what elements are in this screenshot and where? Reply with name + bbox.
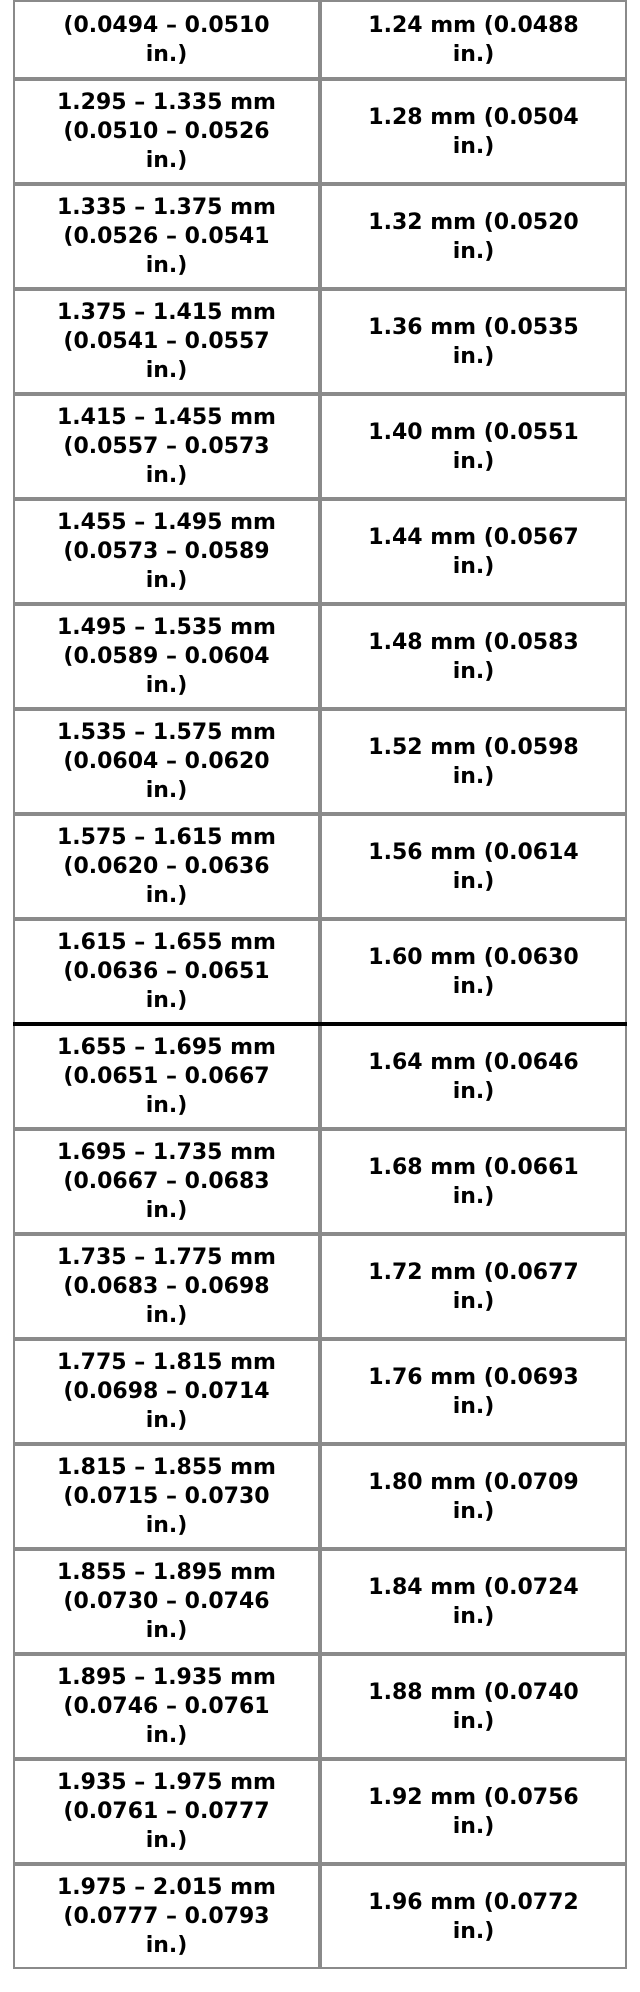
cell-text: 1.575 – 1.615 mm (0.0620 – 0.0636 in.) <box>56 825 276 908</box>
cell-text: 1.96 mm (0.0772 in.) <box>368 1889 579 1944</box>
table-cell: 1.72 mm (0.0677 in.) <box>320 1234 627 1339</box>
table-cell: 1.48 mm (0.0583 in.) <box>320 604 627 709</box>
cell-text: 1.28 mm (0.0504 in.) <box>368 104 579 159</box>
table-cell: 1.935 – 1.975 mm (0.0761 – 0.0777 in.) <box>13 1759 320 1864</box>
table-cell: 1.615 – 1.655 mm (0.0636 – 0.0651 in.) <box>13 919 320 1024</box>
cell-text: 1.655 – 1.695 mm (0.0651 – 0.0667 in.) <box>56 1035 276 1118</box>
table-cell: 1.855 – 1.895 mm (0.0730 – 0.0746 in.) <box>13 1549 320 1654</box>
cell-text: 1.295 – 1.335 mm (0.0510 – 0.0526 in.) <box>56 90 276 173</box>
table-cell: 1.56 mm (0.0614 in.) <box>320 814 627 919</box>
table-cell: 1.575 – 1.615 mm (0.0620 – 0.0636 in.) <box>13 814 320 919</box>
cell-text: 1.88 mm (0.0740 in.) <box>368 1679 579 1734</box>
table-cell: 1.455 – 1.495 mm (0.0573 – 0.0589 in.) <box>13 499 320 604</box>
table-cell: 1.415 – 1.455 mm (0.0557 – 0.0573 in.) <box>13 394 320 499</box>
table-cell: 1.52 mm (0.0598 in.) <box>320 709 627 814</box>
cell-text: 1.695 – 1.735 mm (0.0667 – 0.0683 in.) <box>56 1140 276 1223</box>
cell-text: 1.975 – 2.015 mm (0.0777 – 0.0793 in.) <box>56 1875 276 1958</box>
cell-text: 1.52 mm (0.0598 in.) <box>368 734 579 789</box>
table-cell: 1.32 mm (0.0520 in.) <box>320 184 627 289</box>
cell-text: 1.92 mm (0.0756 in.) <box>368 1784 579 1839</box>
cell-text: 1.60 mm (0.0630 in.) <box>368 944 579 999</box>
cell-text: 1.68 mm (0.0661 in.) <box>368 1154 579 1209</box>
table-cell: 1.68 mm (0.0661 in.) <box>320 1129 627 1234</box>
table-cell: 1.80 mm (0.0709 in.) <box>320 1444 627 1549</box>
cell-text: (0.0494 – 0.0510 in.) <box>63 12 270 67</box>
table-cell: 1.295 – 1.335 mm (0.0510 – 0.0526 in.) <box>13 79 320 184</box>
table-cell: 1.495 – 1.535 mm (0.0589 – 0.0604 in.) <box>13 604 320 709</box>
table-cell: 1.375 – 1.415 mm (0.0541 – 0.0557 in.) <box>13 289 320 394</box>
table-cell: (0.0494 – 0.0510 in.) <box>13 0 320 79</box>
cell-text: 1.72 mm (0.0677 in.) <box>368 1259 579 1314</box>
cell-text: 1.815 – 1.855 mm (0.0715 – 0.0730 in.) <box>56 1455 276 1538</box>
cell-text: 1.735 – 1.775 mm (0.0683 – 0.0698 in.) <box>56 1245 276 1328</box>
table-cell: 1.28 mm (0.0504 in.) <box>320 79 627 184</box>
cell-text: 1.40 mm (0.0551 in.) <box>368 419 579 474</box>
table-cell: 1.44 mm (0.0567 in.) <box>320 499 627 604</box>
cell-text: 1.84 mm (0.0724 in.) <box>368 1574 579 1629</box>
table-cell: 1.84 mm (0.0724 in.) <box>320 1549 627 1654</box>
separator <box>13 1022 627 1026</box>
table-cell: 1.695 – 1.735 mm (0.0667 – 0.0683 in.) <box>13 1129 320 1234</box>
cell-text: 1.455 – 1.495 mm (0.0573 – 0.0589 in.) <box>56 510 276 593</box>
cell-text: 1.415 – 1.455 mm (0.0557 – 0.0573 in.) <box>56 405 276 488</box>
cell-text: 1.48 mm (0.0583 in.) <box>368 629 579 684</box>
table-cell: 1.36 mm (0.0535 in.) <box>320 289 627 394</box>
cell-text: 1.895 – 1.935 mm (0.0746 – 0.0761 in.) <box>56 1665 276 1748</box>
table-cell: 1.655 – 1.695 mm (0.0651 – 0.0667 in.) <box>13 1024 320 1129</box>
table-cell: 1.24 mm (0.0488 in.) <box>320 0 627 79</box>
cell-text: 1.76 mm (0.0693 in.) <box>368 1364 579 1419</box>
table-cell: 1.535 – 1.575 mm (0.0604 – 0.0620 in.) <box>13 709 320 814</box>
cell-text: 1.375 – 1.415 mm (0.0541 – 0.0557 in.) <box>56 300 276 383</box>
table-cell: 1.88 mm (0.0740 in.) <box>320 1654 627 1759</box>
table-cell: 1.96 mm (0.0772 in.) <box>320 1864 627 1969</box>
table-cell: 1.92 mm (0.0756 in.) <box>320 1759 627 1864</box>
table-cell: 1.64 mm (0.0646 in.) <box>320 1024 627 1129</box>
cell-text: 1.64 mm (0.0646 in.) <box>368 1049 579 1104</box>
table-cell: 1.40 mm (0.0551 in.) <box>320 394 627 499</box>
table-cell: 1.335 – 1.375 mm (0.0526 – 0.0541 in.) <box>13 184 320 289</box>
cell-text: 1.615 – 1.655 mm (0.0636 – 0.0651 in.) <box>56 930 276 1013</box>
cell-text: 1.775 – 1.815 mm (0.0698 – 0.0714 in.) <box>56 1350 276 1433</box>
cell-text: 1.855 – 1.895 mm (0.0730 – 0.0746 in.) <box>56 1560 276 1643</box>
cell-text: 1.56 mm (0.0614 in.) <box>368 839 579 894</box>
cell-text: 1.24 mm (0.0488 in.) <box>368 12 579 67</box>
cell-text: 1.535 – 1.575 mm (0.0604 – 0.0620 in.) <box>56 720 276 803</box>
cell-text: 1.44 mm (0.0567 in.) <box>368 524 579 579</box>
table-cell: 1.895 – 1.935 mm (0.0746 – 0.0761 in.) <box>13 1654 320 1759</box>
cell-text: 1.335 – 1.375 mm (0.0526 – 0.0541 in.) <box>56 195 276 278</box>
cell-text: 1.80 mm (0.0709 in.) <box>368 1469 579 1524</box>
table-cell: 1.975 – 2.015 mm (0.0777 – 0.0793 in.) <box>13 1864 320 1969</box>
table-cell: 1.60 mm (0.0630 in.) <box>320 919 627 1024</box>
cell-text: 1.495 – 1.535 mm (0.0589 – 0.0604 in.) <box>56 615 276 698</box>
table-cell: 1.775 – 1.815 mm (0.0698 – 0.0714 in.) <box>13 1339 320 1444</box>
table-cell: 1.815 – 1.855 mm (0.0715 – 0.0730 in.) <box>13 1444 320 1549</box>
table-cell: 1.76 mm (0.0693 in.) <box>320 1339 627 1444</box>
cell-text: 1.32 mm (0.0520 in.) <box>368 209 579 264</box>
cell-text: 1.935 – 1.975 mm (0.0761 – 0.0777 in.) <box>56 1770 276 1853</box>
cell-text: 1.36 mm (0.0535 in.) <box>368 314 579 369</box>
table-cell: 1.735 – 1.775 mm (0.0683 – 0.0698 in.) <box>13 1234 320 1339</box>
